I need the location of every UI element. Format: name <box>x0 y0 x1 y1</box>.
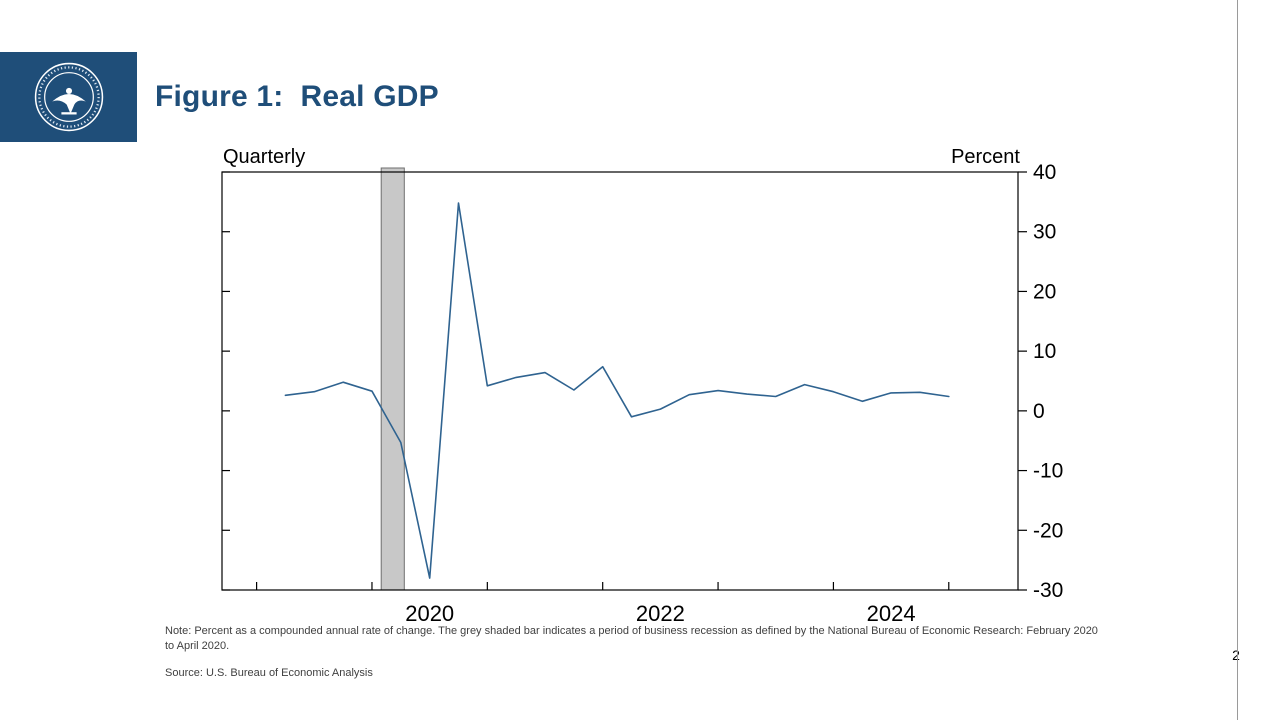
federal-reserve-seal-icon <box>34 62 103 132</box>
y-tick-label: -20 <box>1033 519 1063 542</box>
y-tick-label: 20 <box>1033 280 1056 303</box>
recession-band <box>380 167 405 591</box>
gdp-line-series <box>284 202 950 579</box>
source-text: Source: U.S. Bureau of Economic Analysis <box>165 667 373 679</box>
y-tick-label: -30 <box>1033 579 1063 602</box>
x-tick-label: 2020 <box>405 601 454 626</box>
y-tick-label: 40 <box>1033 161 1056 184</box>
slide-title: Figure 1: Real GDP <box>155 80 439 113</box>
plot-frame <box>221 171 1019 591</box>
chart-unit-label: Percent <box>951 146 1020 168</box>
y-tick-label: -10 <box>1033 460 1063 483</box>
y-tick-label: 10 <box>1033 340 1056 363</box>
fed-logo-block <box>0 52 137 142</box>
right-border-line <box>1237 0 1238 720</box>
x-tick-label: 2024 <box>867 601 916 626</box>
gdp-chart: 40 30 20 10 0 -10 -20 -30 2020 2022 2024 <box>221 161 1063 626</box>
x-tick-label: 2022 <box>636 601 685 626</box>
chart-frequency-label: Quarterly <box>223 146 306 168</box>
y-tick-label: 30 <box>1033 221 1056 244</box>
page-number: 2 <box>1228 647 1244 663</box>
note-text: Note: Percent as a compounded annual rat… <box>165 625 1098 652</box>
y-tick-label: 0 <box>1033 400 1045 423</box>
